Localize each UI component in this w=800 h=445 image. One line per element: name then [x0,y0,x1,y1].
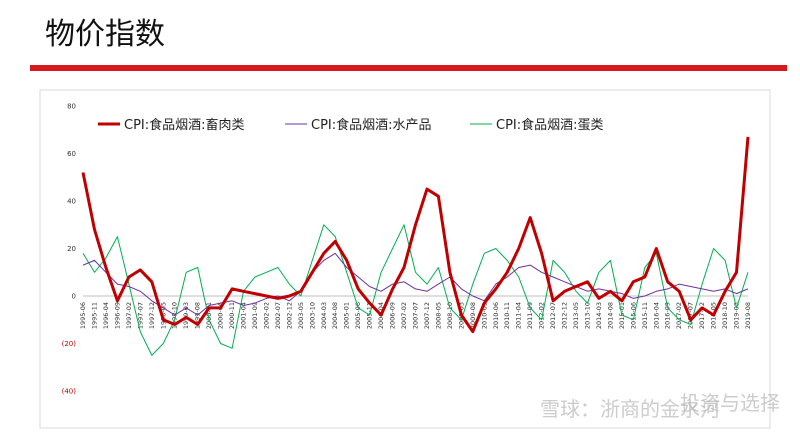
x-tick-label: 2006-09 [389,302,397,329]
x-tick-label: 2008-10 [446,302,454,329]
x-tick-label: 1995-11 [90,302,98,329]
x-tick-label: 2008-05 [434,302,442,329]
x-tick-label: 2000-01 [205,302,213,329]
x-tick-label: 1997-12 [148,302,156,329]
x-tick-label: 2013-05 [572,302,580,329]
y-tick-label: 40 [67,198,76,206]
x-tick-label: 2002-12 [285,302,293,329]
x-tick-label: 2019-08 [744,302,752,329]
x-tick-label: 2012-07 [549,302,557,329]
legend-label: CPI:食品烟酒:畜肉类 [124,117,245,133]
x-tick-label: 2004-03 [320,302,328,329]
y-tick-label: 60 [67,150,76,158]
x-tick-label: 1998-10 [171,302,179,329]
x-tick-label: 2012-02 [538,302,546,329]
x-tick-label: 2014-08 [606,302,614,329]
x-tick-label: 1997-07 [136,302,144,329]
y-tick-label: 20 [67,245,76,253]
x-tick-label: 2004-08 [331,302,339,329]
series-line [81,136,750,334]
x-tick-label: 2012-12 [561,302,569,329]
x-tick-label: 2018-10 [721,302,729,329]
x-tick-label: 2001-04 [240,302,248,329]
watermark: 雪球：浙商的金水河 [540,397,720,421]
series-line [82,224,749,356]
x-tick-label: 2015-11 [641,302,649,329]
x-tick-label: 2005-11 [366,302,374,329]
x-tick-label: 2010-06 [492,302,500,329]
x-tick-label: 2015-01 [618,302,626,329]
slide-title: 物价指数 [45,17,165,52]
x-tick-label: 2009-08 [469,302,477,329]
x-tick-label: 2002-07 [274,302,282,329]
x-tick-label: 1999-03 [182,302,190,329]
x-tick-label: 2007-12 [423,302,431,329]
x-tick-label: 2019-03 [733,302,741,329]
x-tick-label: 2007-07 [412,302,420,329]
x-tick-label: 2016-04 [652,302,660,329]
series-line [82,252,749,316]
x-tick-label: 2014-03 [595,302,603,329]
x-tick-label: 2017-07 [687,302,695,329]
x-tick-label: 2011-09 [526,302,534,329]
x-tick-label: 2005-01 [343,302,351,329]
x-tick-label: 2007-02 [400,302,408,329]
x-tick-label: 2017-12 [698,302,706,329]
x-tick-label: 2013-10 [583,302,591,329]
x-tick-label: 2005-06 [354,302,362,329]
x-tick-label: 1999-08 [194,302,202,329]
x-tick-label: 2000-11 [228,302,236,329]
x-tick-label: 2016-09 [664,302,672,329]
y-tick-label: (20) [62,340,77,348]
x-tick-label: 2000-06 [217,302,225,329]
x-tick-label: 1996-09 [113,302,121,329]
x-tick-label: 2011-04 [515,302,523,329]
legend-label: CPI:食品烟酒:水产品 [311,117,432,133]
x-tick-label: 2017-02 [675,302,683,329]
y-tick-label: (40) [62,388,77,396]
x-tick-label: 2010-11 [503,302,511,329]
x-tick-label: 2003-10 [308,302,316,329]
x-tick-label: 1996-04 [102,302,110,329]
legend-label: CPI:食品烟酒:蛋类 [496,117,604,133]
title-rule [30,65,787,71]
x-tick-label: 2003-05 [297,302,305,329]
watermark: 投资与选择 [680,391,780,415]
y-tick-label: 80 [67,103,76,111]
x-tick-label: 1995-06 [79,302,87,329]
x-tick-label: 1997-02 [125,302,133,329]
x-tick-label: 2015-06 [629,302,637,329]
x-tick-label: 2002-02 [262,302,270,329]
x-tick-label: 2001-09 [251,302,259,329]
x-tick-label: 2010-01 [480,302,488,329]
y-tick-label: 0 [72,293,76,301]
